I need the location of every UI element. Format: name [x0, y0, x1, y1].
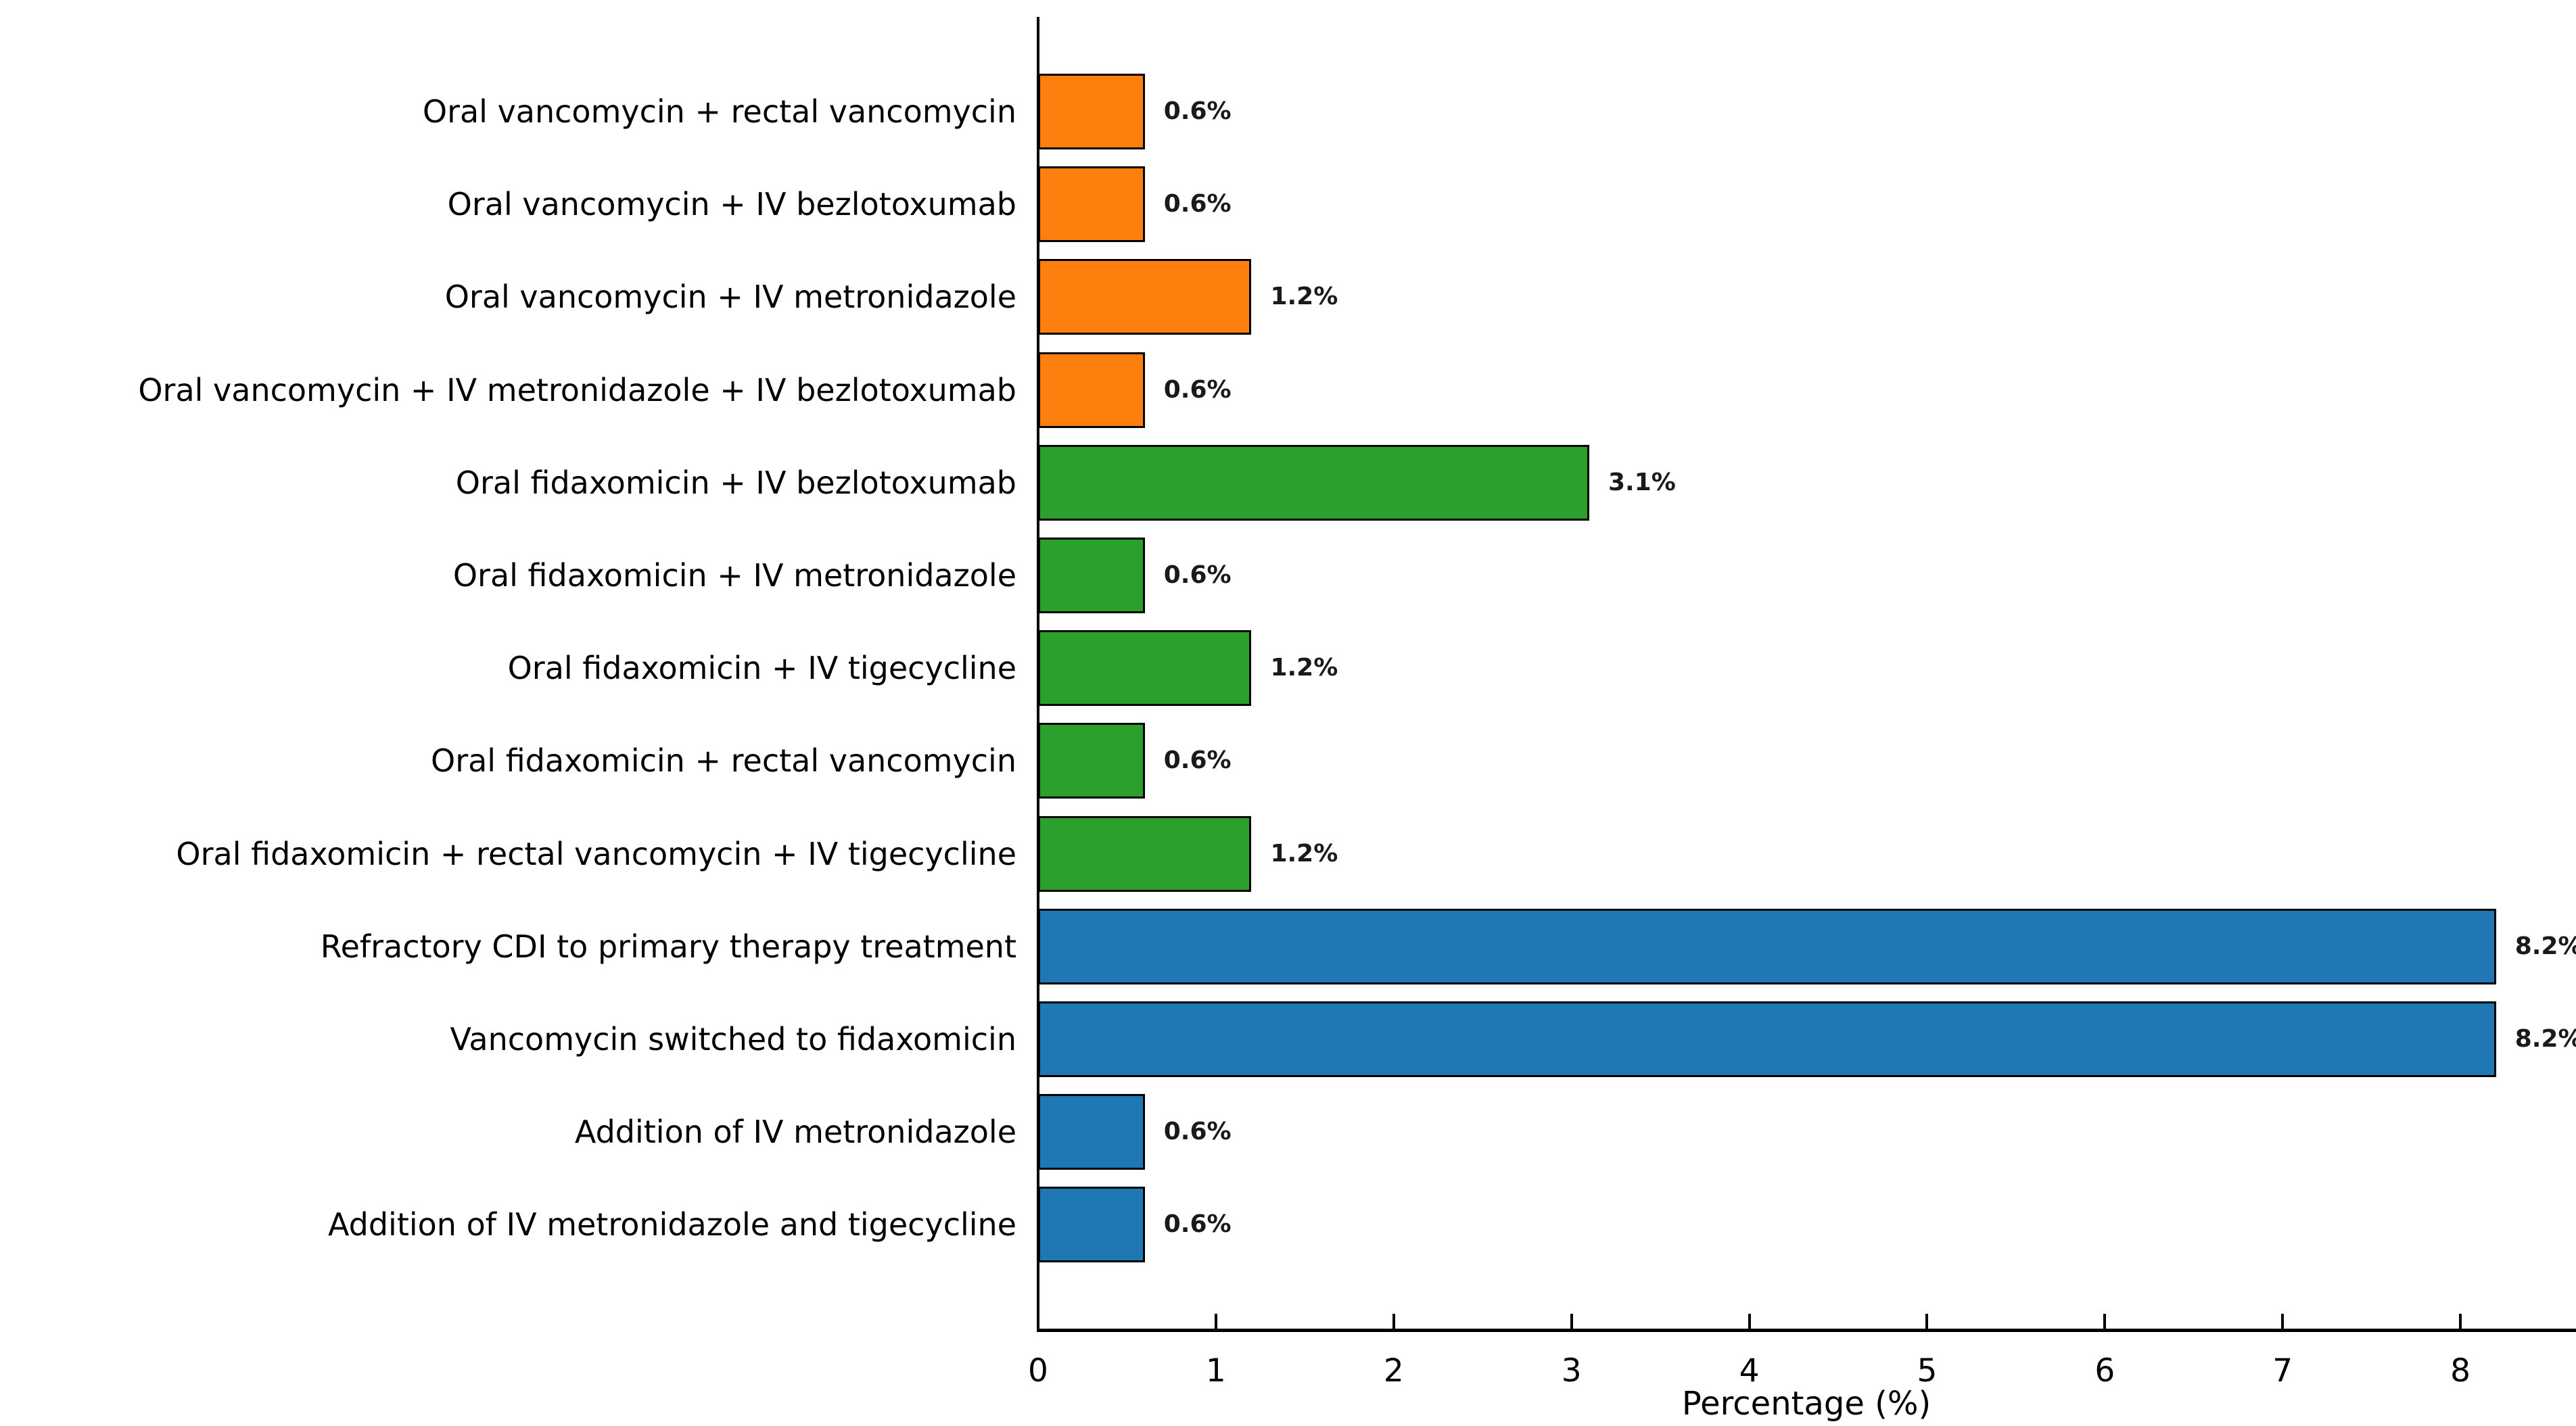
x-tick-mark: [1748, 1314, 1751, 1329]
bar: [1038, 538, 1145, 613]
bar: [1038, 444, 1589, 521]
x-tick-label: 4: [1739, 1352, 1760, 1389]
x-tick-mark: [1037, 1314, 1039, 1329]
x-tick-label: 6: [2094, 1352, 2115, 1389]
x-tick-label: 0: [1028, 1352, 1048, 1389]
value-label: 3.1%: [1608, 468, 1676, 496]
bar: [1038, 723, 1145, 799]
category-label: Oral fidaxomicin + IV tigecycline: [507, 650, 1016, 687]
x-axis-title: Percentage (%): [1681, 1385, 1931, 1423]
value-label: 0.6%: [1163, 1210, 1232, 1239]
category-label: Oral vancomycin + rectal vancomycin: [422, 93, 1016, 130]
x-tick-label: 3: [1561, 1352, 1582, 1389]
x-tick-mark: [1214, 1314, 1217, 1329]
value-label: 8.2%: [2514, 1025, 2576, 1053]
category-label: Oral vancomycin + IV bezlotoxumab: [447, 186, 1016, 223]
x-tick-mark: [2103, 1314, 2107, 1329]
category-label: Oral fidaxomicin + rectal vancomycin: [430, 742, 1016, 780]
x-tick-mark: [2281, 1314, 2285, 1329]
category-label: Refractory CDI to primary therapy treatm…: [320, 928, 1016, 965]
x-tick-label: 8: [2450, 1352, 2471, 1389]
category-label: Oral fidaxomicin + IV bezlotoxumab: [455, 464, 1016, 501]
value-label: 0.6%: [1163, 746, 1232, 775]
x-tick-label: 7: [2272, 1352, 2293, 1389]
category-label: Vancomycin switched to fidaxomicin: [450, 1021, 1016, 1057]
category-label: Oral fidaxomicin + IV metronidazole: [452, 557, 1016, 594]
x-tick-mark: [1925, 1314, 1929, 1329]
bar: [1038, 352, 1145, 428]
x-tick-mark: [1392, 1314, 1395, 1329]
bar: [1038, 166, 1145, 243]
bar: [1038, 1187, 1145, 1263]
x-tick-label: 2: [1383, 1352, 1404, 1389]
category-label: Addition of IV metronidazole and tigecyc…: [328, 1206, 1016, 1243]
category-label: Addition of IV metronidazole: [574, 1114, 1016, 1151]
x-tick-label: 1: [1205, 1352, 1226, 1389]
value-label: 1.2%: [1270, 283, 1338, 311]
value-label: 8.2%: [2514, 932, 2576, 960]
x-tick-mark: [2459, 1314, 2462, 1329]
value-label: 0.6%: [1163, 375, 1232, 404]
value-label: 1.2%: [1270, 654, 1338, 682]
x-tick-mark: [1570, 1314, 1573, 1329]
category-label: Oral vancomycin + IV metronidazole + IV …: [138, 371, 1016, 408]
bar: [1038, 1001, 2496, 1077]
x-tick-label: 5: [1917, 1352, 1938, 1389]
value-label: 1.2%: [1270, 839, 1338, 868]
value-label: 0.6%: [1163, 190, 1232, 218]
bar: [1038, 908, 2496, 984]
value-label: 0.6%: [1163, 97, 1232, 125]
bar: [1038, 630, 1252, 707]
x-axis-spine: [1037, 1329, 2576, 1332]
bar: [1038, 259, 1252, 335]
value-label: 0.6%: [1163, 1118, 1232, 1146]
bar: [1038, 1094, 1145, 1170]
category-label: Oral vancomycin + IV metronidazole: [444, 279, 1016, 316]
category-label: Oral fidaxomicin + rectal vancomycin + I…: [176, 835, 1016, 872]
bar: [1038, 815, 1252, 892]
bar: [1038, 74, 1145, 149]
value-label: 0.6%: [1163, 561, 1232, 589]
